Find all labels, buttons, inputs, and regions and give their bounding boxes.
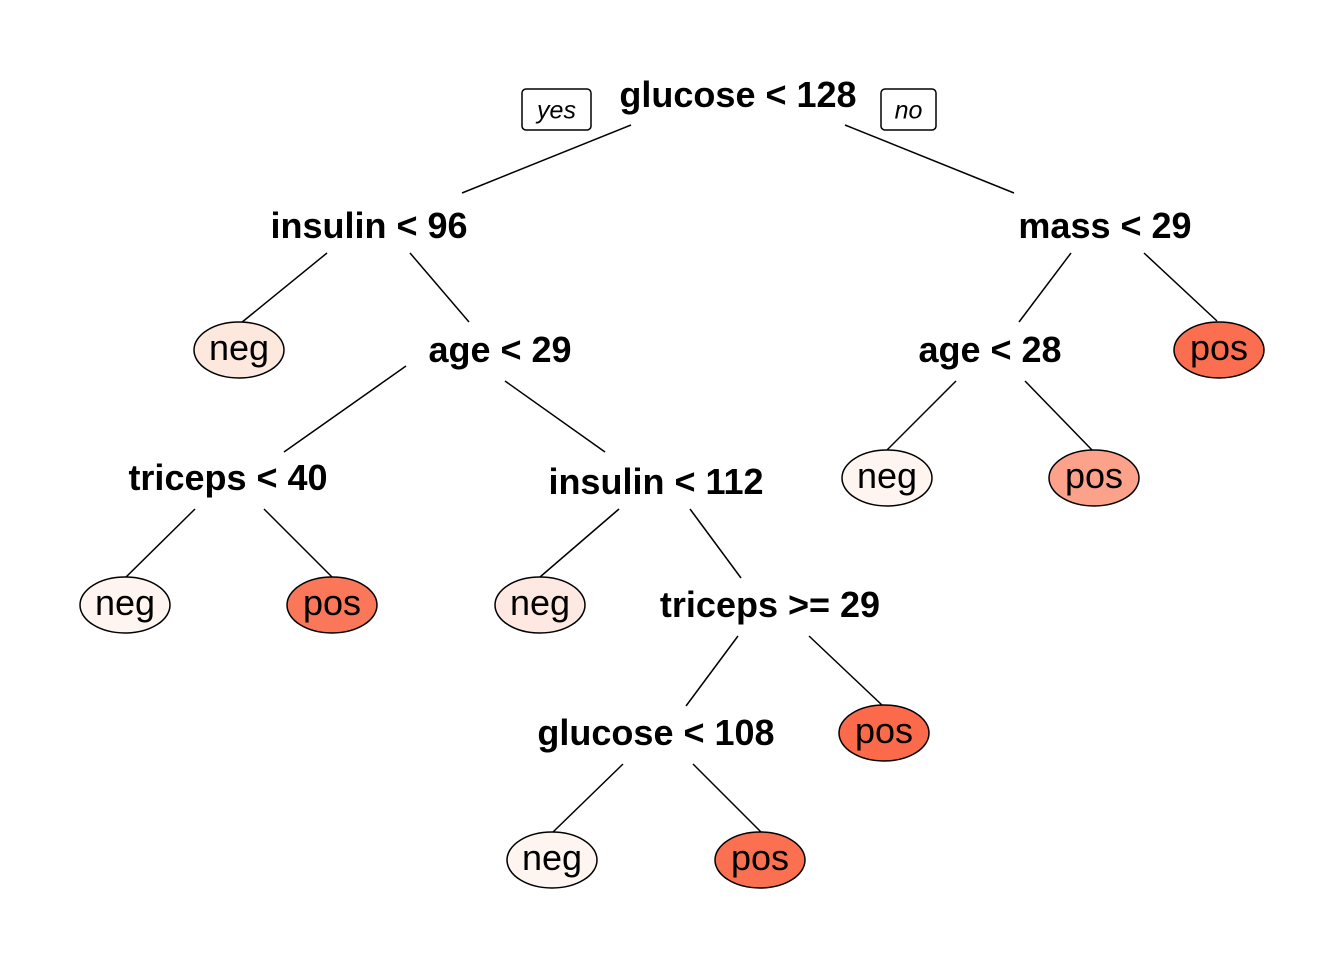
leaf-ellipse xyxy=(286,576,378,634)
split-condition-label: insulin < 96 xyxy=(270,205,467,246)
branch-label-no-text: no xyxy=(895,97,923,125)
tree-edges xyxy=(125,124,1218,834)
split-condition-label: triceps >= 29 xyxy=(660,584,880,625)
branch-label-yes-box xyxy=(521,88,592,131)
tree-edge xyxy=(125,508,196,578)
leaf-node-neg: neg xyxy=(494,576,586,634)
tree-edge xyxy=(283,365,407,453)
tree-edge xyxy=(685,635,739,707)
tree-edge xyxy=(504,380,606,453)
tree-edge xyxy=(692,763,763,834)
leaf-ellipse xyxy=(838,704,930,762)
tree-edge xyxy=(886,380,957,451)
leaf-node-neg: neg xyxy=(841,449,933,507)
leaf-ellipse xyxy=(1048,449,1140,507)
split-node: age < 28 xyxy=(918,329,1061,370)
leaf-node-neg: neg xyxy=(193,321,285,379)
leaf-label: pos xyxy=(1065,455,1123,496)
tree-edge xyxy=(263,508,333,578)
split-condition-label: triceps < 40 xyxy=(128,457,327,498)
split-condition-label: mass < 29 xyxy=(1018,205,1191,246)
branch-labels: yes no xyxy=(521,88,937,131)
leaf-label: neg xyxy=(95,582,155,623)
leaf-ellipse xyxy=(714,831,806,889)
leaf-node-pos: pos xyxy=(1048,449,1140,507)
split-condition-label: age < 28 xyxy=(918,329,1061,370)
split-node: insulin < 112 xyxy=(548,461,763,502)
leaf-ellipse xyxy=(1173,321,1265,379)
tree-edge xyxy=(240,252,328,324)
split-condition-label: age < 29 xyxy=(428,329,571,370)
branch-label-yes: yes xyxy=(521,88,592,131)
leaf-node-neg: neg xyxy=(79,576,171,634)
split-node: age < 29 xyxy=(428,329,571,370)
split-condition-label: glucose < 108 xyxy=(537,712,774,753)
leaf-ellipse xyxy=(79,576,171,634)
leaf-label: pos xyxy=(303,582,361,623)
split-node: triceps < 40 xyxy=(128,457,327,498)
leaf-label: neg xyxy=(522,837,582,878)
tree-edge xyxy=(808,635,884,707)
leaf-node-pos: pos xyxy=(838,704,930,762)
leaf-label: pos xyxy=(855,710,913,751)
leaf-label: pos xyxy=(731,837,789,878)
tree-edge xyxy=(689,508,742,579)
split-node: mass < 29 xyxy=(1018,205,1191,246)
leaf-node-pos: pos xyxy=(1173,321,1265,379)
branch-label-yes-text: yes xyxy=(535,97,576,125)
split-condition-label: insulin < 112 xyxy=(548,461,763,502)
tree-edge xyxy=(1024,380,1093,451)
branch-label-no: no xyxy=(880,88,937,131)
split-node: insulin < 96 xyxy=(270,205,467,246)
leaf-node-pos: pos xyxy=(714,831,806,889)
tree-edge xyxy=(551,763,624,834)
split-node: glucose < 128 xyxy=(619,74,856,115)
leaf-ellipse xyxy=(193,321,285,379)
split-node: glucose < 108 xyxy=(537,712,774,753)
tree-edge xyxy=(844,124,1015,194)
leaf-ellipse xyxy=(506,831,598,889)
leaf-label: neg xyxy=(857,455,917,496)
leaf-node-pos: pos xyxy=(286,576,378,634)
tree-edge xyxy=(1018,252,1072,323)
branch-label-no-box xyxy=(880,88,937,131)
tree-edge xyxy=(461,124,632,194)
leaf-label: pos xyxy=(1190,327,1248,368)
tree-edge xyxy=(539,508,620,578)
tree-edge xyxy=(1143,252,1218,322)
leaf-label: neg xyxy=(209,327,269,368)
leaf-ellipse xyxy=(841,449,933,507)
tree-edge xyxy=(409,252,470,323)
leaf-node-neg: neg xyxy=(506,831,598,889)
leaf-ellipse xyxy=(494,576,586,634)
tree-nodes: glucose < 128 insulin < 96 mass < 29 neg age… xyxy=(79,74,1265,889)
split-node: triceps >= 29 xyxy=(660,584,880,625)
leaf-label: neg xyxy=(510,582,570,623)
split-condition-label: glucose < 128 xyxy=(619,74,856,115)
